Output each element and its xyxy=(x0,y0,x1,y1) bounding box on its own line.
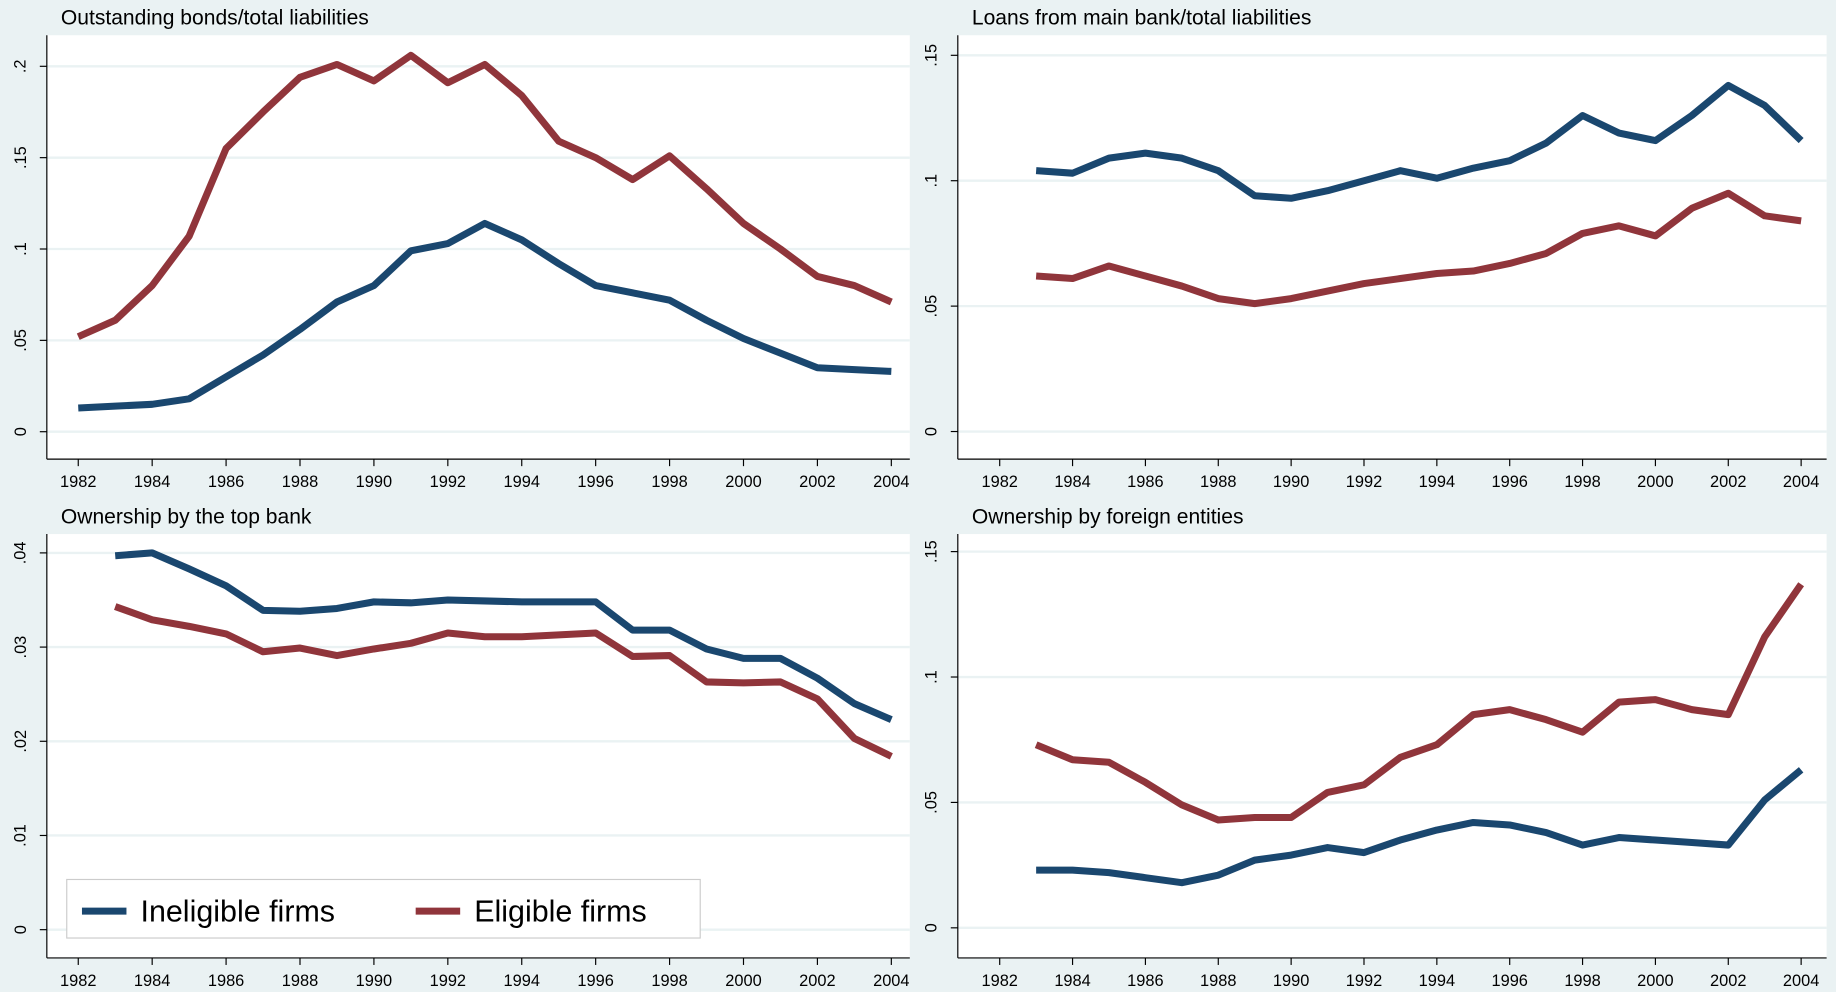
series-line xyxy=(114,603,893,760)
x-tick-label: 2002 xyxy=(1710,473,1746,491)
legend-label: Eligible firms xyxy=(474,895,647,929)
x-tick-label: 2000 xyxy=(1637,473,1673,491)
x-tick-label: 1992 xyxy=(1346,972,1382,990)
x-tick-label: 1994 xyxy=(504,473,540,491)
x-tick-label: 1998 xyxy=(651,972,687,990)
series-line xyxy=(78,219,892,412)
x-tick-label: 1988 xyxy=(1200,473,1236,491)
x-tick-label: 1994 xyxy=(1419,972,1455,990)
x-tick-label: 1990 xyxy=(356,473,392,491)
x-tick-label: 2004 xyxy=(873,473,909,491)
y-tick-label: .03 xyxy=(12,636,30,659)
x-tick-label: 1994 xyxy=(504,972,540,990)
x-tick-label: 1996 xyxy=(1491,972,1527,990)
y-tick-label: .15 xyxy=(923,44,941,67)
series-line xyxy=(114,549,893,723)
x-tick-label: 1992 xyxy=(430,473,466,491)
x-tick-label: 1984 xyxy=(1054,473,1090,491)
x-tick-label: 1986 xyxy=(1127,972,1163,990)
x-tick-label: 2000 xyxy=(725,972,761,990)
panel-title: Outstanding bonds/total liabilities xyxy=(61,7,369,30)
y-tick-label: 0 xyxy=(923,427,941,436)
x-tick-label: 1984 xyxy=(134,972,170,990)
x-tick-label: 1984 xyxy=(1054,972,1090,990)
y-tick-label: .02 xyxy=(12,730,30,753)
y-tick-label: .01 xyxy=(12,824,30,847)
series-line xyxy=(1035,81,1804,202)
x-tick-label: 2002 xyxy=(1710,972,1746,990)
x-tick-label: 2004 xyxy=(1783,473,1819,491)
panel-title: Ownership by foreign entities xyxy=(972,506,1244,529)
x-tick-label: 1998 xyxy=(651,473,687,491)
x-tick-label: 1988 xyxy=(282,972,318,990)
series-line xyxy=(1035,189,1802,308)
y-tick-label: .15 xyxy=(923,540,941,563)
y-tick-label: .1 xyxy=(12,242,30,256)
x-tick-label: 2004 xyxy=(1783,972,1819,990)
x-tick-label: 1982 xyxy=(981,972,1017,990)
x-tick-label: 1990 xyxy=(1273,473,1309,491)
x-tick-label: 1986 xyxy=(1127,473,1163,491)
x-tick-label: 1986 xyxy=(208,473,244,491)
y-tick-label: 0 xyxy=(12,925,30,934)
x-tick-label: 1998 xyxy=(1564,972,1600,990)
x-tick-label: 1992 xyxy=(1346,473,1382,491)
y-tick-label: 0 xyxy=(923,923,941,932)
plot-area xyxy=(957,35,1827,460)
x-tick-label: 1982 xyxy=(981,473,1017,491)
y-tick-label: .15 xyxy=(12,146,30,169)
x-tick-label: 2002 xyxy=(799,972,835,990)
x-tick-label: 1996 xyxy=(1491,473,1527,491)
y-tick-label: .05 xyxy=(923,791,941,814)
x-tick-label: 1988 xyxy=(282,473,318,491)
series-line xyxy=(1034,582,1805,824)
y-tick-label: .1 xyxy=(923,670,941,684)
x-tick-label: 1988 xyxy=(1200,972,1236,990)
panel-title: Loans from main bank/total liabilities xyxy=(972,7,1312,30)
y-tick-label: .2 xyxy=(12,59,30,73)
legend-label: Ineligible firms xyxy=(141,895,336,929)
x-tick-label: 1992 xyxy=(430,972,466,990)
panel-title: Ownership by the top bank xyxy=(61,506,312,529)
plot-area xyxy=(46,35,910,460)
plot-area xyxy=(957,534,1827,958)
series-line xyxy=(76,51,893,340)
x-tick-label: 1986 xyxy=(208,972,244,990)
legend: Ineligible firms Eligible firms xyxy=(66,878,701,939)
legend-box xyxy=(66,878,701,939)
x-tick-label: 1996 xyxy=(577,473,613,491)
y-tick-label: .05 xyxy=(923,295,941,318)
y-tick-label: .04 xyxy=(12,542,30,565)
y-tick-label: .1 xyxy=(923,174,941,188)
x-tick-label: 1982 xyxy=(60,473,96,491)
y-tick-label: 0 xyxy=(12,427,30,436)
x-tick-label: 2004 xyxy=(873,972,909,990)
x-tick-label: 1994 xyxy=(1419,473,1455,491)
y-tick-label: .05 xyxy=(12,329,30,352)
x-tick-label: 1996 xyxy=(577,972,613,990)
x-tick-label: 1990 xyxy=(356,972,392,990)
x-tick-label: 1982 xyxy=(60,972,96,990)
series-line xyxy=(1036,767,1804,887)
x-tick-label: 1984 xyxy=(134,473,170,491)
x-tick-label: 2002 xyxy=(799,473,835,491)
x-tick-label: 1990 xyxy=(1273,972,1309,990)
x-tick-label: 2000 xyxy=(1637,972,1673,990)
x-tick-label: 2000 xyxy=(725,473,761,491)
x-tick-label: 1998 xyxy=(1564,473,1600,491)
